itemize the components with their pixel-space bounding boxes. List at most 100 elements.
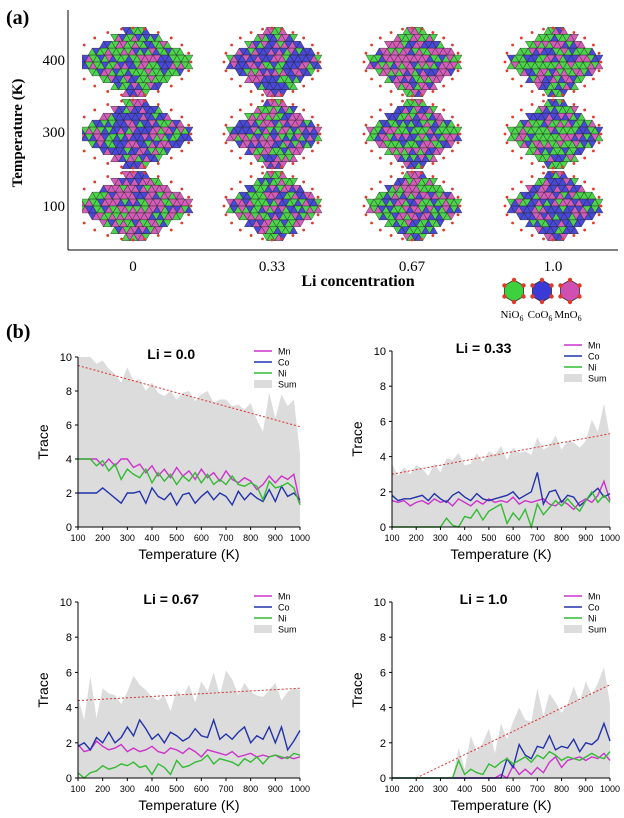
y-axis-label: Trace xyxy=(35,424,51,459)
trace-chart: 0 2 4 6 8 10 100 200 300 400 500 600 700 800 900 1000 Te… xyxy=(349,591,620,813)
crystal-structure xyxy=(222,26,323,98)
crystal-structure xyxy=(82,26,194,98)
series-sum-area xyxy=(78,670,300,778)
trace-chart: 0 2 4 6 8 10 100 200 300 400 500 600 700 800 900 1000 Te… xyxy=(349,340,620,562)
x-tick-label: 600 xyxy=(194,533,209,543)
chart-title: Li = 0.67 xyxy=(143,591,199,607)
legend-label: Ni xyxy=(278,369,287,379)
series-co-line xyxy=(77,717,301,752)
y-tick-label: 0 xyxy=(66,522,72,534)
y-tick-label: 2 xyxy=(66,488,72,500)
y-tick-label: 8 xyxy=(380,381,386,393)
legend-label: CoO6 xyxy=(528,309,553,323)
panel-a: (a) Temperature (K) 400 300 100 0 0.33 0… xyxy=(6,7,618,323)
x-tick-label: 1000 xyxy=(290,533,310,543)
legend-label: Sum xyxy=(278,380,297,390)
y-tick-label: 6 xyxy=(380,416,386,428)
y-axis-label: Trace xyxy=(349,672,365,707)
legend-label: Mn xyxy=(588,341,601,351)
legend-label: Co xyxy=(278,603,290,613)
y-axis-label: Trace xyxy=(35,672,51,707)
y-tick-label: 4 xyxy=(66,703,72,715)
x-tick-label: 900 xyxy=(268,784,283,794)
x-tick-label: 700 xyxy=(530,784,545,794)
x-tick-label: 300 xyxy=(120,784,135,794)
x-tick-label: 700 xyxy=(530,533,545,543)
x-tick-label: 100 xyxy=(70,533,85,543)
legend-label: Ni xyxy=(278,614,287,624)
y-tick-label: 0 xyxy=(380,522,386,534)
y-tick-label: 2 xyxy=(66,738,72,750)
series-ni-line xyxy=(78,458,301,506)
x-tick-label: 200 xyxy=(409,533,424,543)
legend-label: Mn xyxy=(278,592,291,602)
panel-a-xtick-033: 0.33 xyxy=(259,259,285,275)
x-tick-label: 200 xyxy=(95,784,110,794)
x-tick-label: 300 xyxy=(120,533,135,543)
series-sum-area xyxy=(392,403,610,527)
legend-label: Co xyxy=(278,358,290,368)
legend-label: Mn xyxy=(588,592,601,602)
x-tick-label: 900 xyxy=(578,784,593,794)
y-tick-label: 6 xyxy=(66,667,72,679)
crystal-structure xyxy=(362,170,463,242)
series-co-line xyxy=(391,472,611,507)
series-sum-area xyxy=(78,357,300,527)
panel-a-ytick-400: 400 xyxy=(43,53,66,69)
crystal-structure xyxy=(222,170,323,242)
legend-label: Sum xyxy=(278,625,297,635)
y-tick-label: 6 xyxy=(66,420,72,432)
legend-label: NiO6 xyxy=(501,309,524,323)
chart-title: Li = 0.0 xyxy=(147,346,195,362)
y-tick-label: 10 xyxy=(374,346,386,358)
x-tick-label: 700 xyxy=(218,784,233,794)
x-tick-label: 600 xyxy=(506,784,521,794)
x-tick-label: 900 xyxy=(578,533,593,543)
legend-swatch xyxy=(564,625,582,633)
chart-title: Li = 1.0 xyxy=(460,591,508,607)
series-mn-line xyxy=(391,479,611,511)
crystal-structure xyxy=(82,98,194,170)
trace-chart: 0 2 4 6 8 10 100 200 300 400 500 600 700 800 900 1000 Te… xyxy=(35,591,310,813)
x-axis-label: Temperature (K) xyxy=(138,546,239,562)
legend-swatch xyxy=(254,380,272,388)
panel-a-x-label: Li concentration xyxy=(301,273,414,290)
x-tick-label: 200 xyxy=(409,784,424,794)
chart-title: Li = 0.33 xyxy=(456,340,512,356)
x-tick-label: 200 xyxy=(95,533,110,543)
y-tick-label: 8 xyxy=(66,632,72,644)
y-tick-label: 6 xyxy=(380,667,386,679)
x-tick-label: 800 xyxy=(243,533,258,543)
legend-label: Mn xyxy=(278,347,291,357)
x-tick-label: 800 xyxy=(554,784,569,794)
series-mn-line xyxy=(77,740,301,760)
x-tick-label: 100 xyxy=(384,784,399,794)
x-tick-label: 600 xyxy=(506,533,521,543)
y-axis-label: Trace xyxy=(349,421,365,456)
y-tick-label: 4 xyxy=(380,703,386,715)
legend-label: Sum xyxy=(588,374,607,384)
crystal-structure xyxy=(362,98,463,170)
x-axis-label: Temperature (K) xyxy=(450,797,551,813)
series-co-line xyxy=(78,484,301,507)
panel-a-xtick-067: 0.67 xyxy=(399,259,426,275)
legend-label: Co xyxy=(588,603,600,613)
panel-b-label: (b) xyxy=(6,321,30,343)
x-tick-label: 400 xyxy=(457,784,472,794)
panel-a-y-label: Temperature (K) xyxy=(10,79,26,188)
x-tick-label: 400 xyxy=(144,533,159,543)
x-tick-label: 500 xyxy=(481,784,496,794)
x-tick-label: 300 xyxy=(433,784,448,794)
legend-label: Ni xyxy=(588,363,597,373)
x-tick-label: 400 xyxy=(457,533,472,543)
y-tick-label: 10 xyxy=(374,597,386,609)
polyhedra-legend: NiO6 CoO6 MnO6 xyxy=(501,277,582,323)
panel-a-ytick-100: 100 xyxy=(43,199,66,215)
y-tick-label: 0 xyxy=(380,773,386,785)
series-ni-line xyxy=(77,752,301,779)
y-tick-label: 10 xyxy=(60,597,72,609)
y-tick-label: 8 xyxy=(380,632,386,644)
